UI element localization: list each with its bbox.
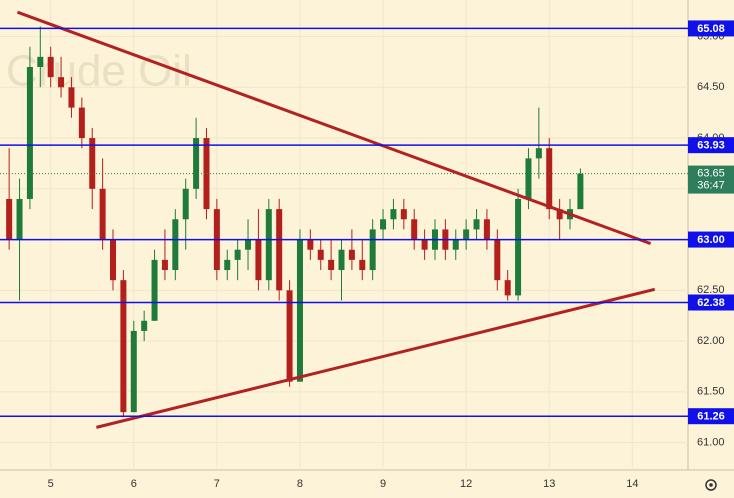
candle-body [78, 107, 85, 139]
candle-body [172, 219, 179, 271]
candle-body [286, 290, 293, 382]
candle-body [37, 56, 44, 67]
candle-body [369, 229, 376, 271]
candle-body [307, 239, 314, 250]
level-label: 63.00 [697, 234, 725, 246]
candle-body [411, 219, 418, 240]
last-price-marker [688, 165, 734, 194]
candle-body [380, 219, 387, 230]
candle-body [89, 138, 96, 189]
countdown-label: 36:47 [697, 179, 725, 191]
candle-body [68, 87, 75, 108]
candle-body [359, 259, 366, 271]
candle-body [473, 219, 480, 230]
y-tick-label: 61.50 [697, 386, 725, 398]
candle-body [317, 249, 324, 260]
candle-body [515, 198, 522, 296]
level-label: 63.93 [697, 140, 725, 152]
candle-body [400, 209, 407, 220]
x-tick-label: 7 [214, 478, 220, 490]
candle-body [255, 239, 262, 281]
candle-body [234, 249, 241, 260]
candle-body [421, 239, 428, 250]
candle-body [577, 173, 584, 210]
candle-body [525, 158, 532, 199]
candle-body [452, 239, 459, 250]
x-tick-label: 8 [297, 478, 303, 490]
candle-body [58, 77, 65, 88]
candle-body [338, 249, 345, 271]
y-tick-label: 61.00 [697, 436, 725, 448]
candle-body [328, 259, 335, 271]
x-tick-label: 14 [626, 478, 638, 490]
level-marker [688, 231, 734, 248]
candle-body [120, 280, 127, 413]
level-marker [688, 137, 734, 154]
candle-body [535, 148, 542, 159]
trendline [96, 287, 656, 429]
level-marker [688, 294, 734, 311]
candle-body [348, 249, 355, 260]
candle-body [390, 209, 397, 220]
candle-body [182, 188, 189, 220]
x-tick-label: 9 [380, 478, 386, 490]
x-tick-label: 6 [131, 478, 137, 490]
candle-body [504, 280, 511, 296]
level-label: 65.08 [697, 23, 725, 35]
candle-body [161, 259, 168, 271]
candle-body [193, 138, 200, 189]
candle-body [483, 219, 490, 240]
candle-body [463, 229, 470, 240]
y-tick-label: 62.00 [697, 335, 725, 347]
last-price-label: 63.65 [697, 167, 725, 179]
candle-body [141, 320, 148, 331]
level-label: 61.26 [697, 411, 725, 423]
level-marker [688, 408, 734, 425]
candle-body [556, 209, 563, 220]
x-tick-label: 12 [460, 478, 472, 490]
candle-body [130, 330, 137, 413]
candle-body [151, 259, 158, 321]
candle-body [245, 239, 252, 250]
candle-body [47, 56, 54, 78]
candle-body [203, 138, 210, 210]
candle-body [224, 259, 231, 271]
y-tick-label: 64.50 [697, 81, 725, 93]
candle-body [265, 209, 272, 281]
candle-body [99, 188, 106, 240]
settings-icon[interactable] [705, 479, 717, 491]
candle-body [296, 239, 303, 382]
candle-body [26, 66, 33, 199]
candle-body [494, 239, 501, 281]
candle-body [16, 198, 23, 240]
watermark: Crude Oil [6, 47, 192, 96]
candle-body [6, 198, 13, 240]
y-tick-label: 62.50 [697, 284, 725, 296]
candle-body [110, 239, 117, 281]
level-marker [688, 20, 734, 37]
x-tick-label: 13 [543, 478, 555, 490]
candle-body [276, 209, 283, 291]
x-tick-label: 5 [48, 478, 54, 490]
trendline [16, 10, 652, 246]
level-label: 62.38 [697, 297, 725, 309]
candle-body [546, 148, 553, 210]
